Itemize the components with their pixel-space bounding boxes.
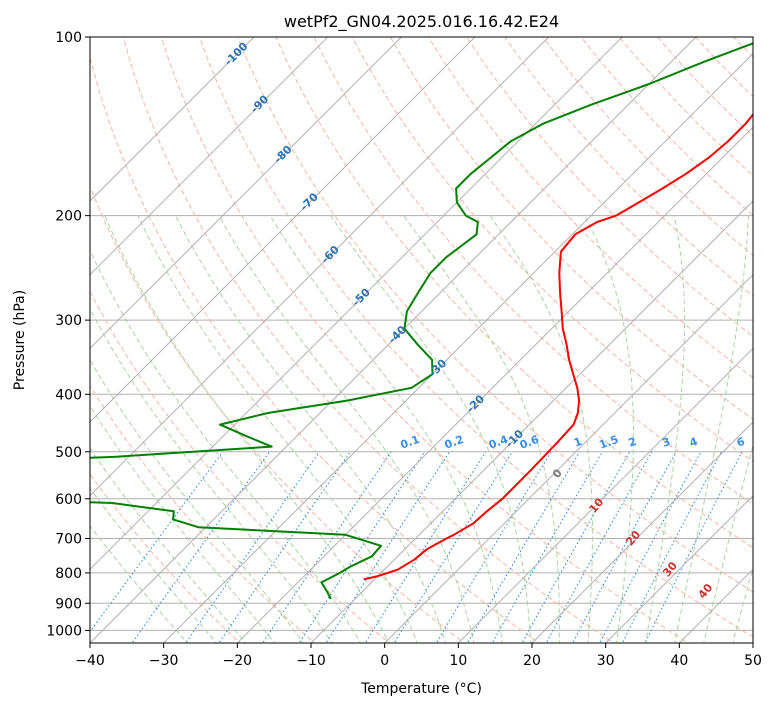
- x-tick-label: 0: [380, 653, 389, 669]
- x-tick-label: −40: [75, 653, 105, 669]
- x-tick-label: 30: [597, 653, 615, 669]
- y-tick-label: 100: [55, 30, 82, 46]
- y-tick-label: 600: [55, 492, 82, 508]
- chart-title: wetPf2_GN04.2025.016.16.42.E24: [284, 12, 559, 32]
- x-tick-label: −10: [296, 653, 326, 669]
- y-axis-label: Pressure (hPa): [12, 290, 28, 390]
- x-tick-label: −20: [223, 653, 253, 669]
- y-tick-label: 200: [55, 209, 82, 225]
- x-tick-label: 20: [523, 653, 541, 669]
- y-tick-label: 900: [55, 596, 82, 612]
- y-tick-label: 700: [55, 532, 82, 548]
- x-tick-label: 10: [449, 653, 467, 669]
- x-tick-label: 40: [670, 653, 688, 669]
- y-tick-label: 500: [55, 445, 82, 461]
- y-tick-label: 1000: [46, 623, 82, 639]
- x-tick-label: −30: [149, 653, 179, 669]
- y-tick-label: 800: [55, 566, 82, 582]
- x-axis-label: Temperature (°C): [360, 681, 482, 697]
- x-tick-label: 50: [744, 653, 762, 669]
- y-tick-label: 400: [55, 387, 82, 403]
- y-tick-label: 300: [55, 313, 82, 329]
